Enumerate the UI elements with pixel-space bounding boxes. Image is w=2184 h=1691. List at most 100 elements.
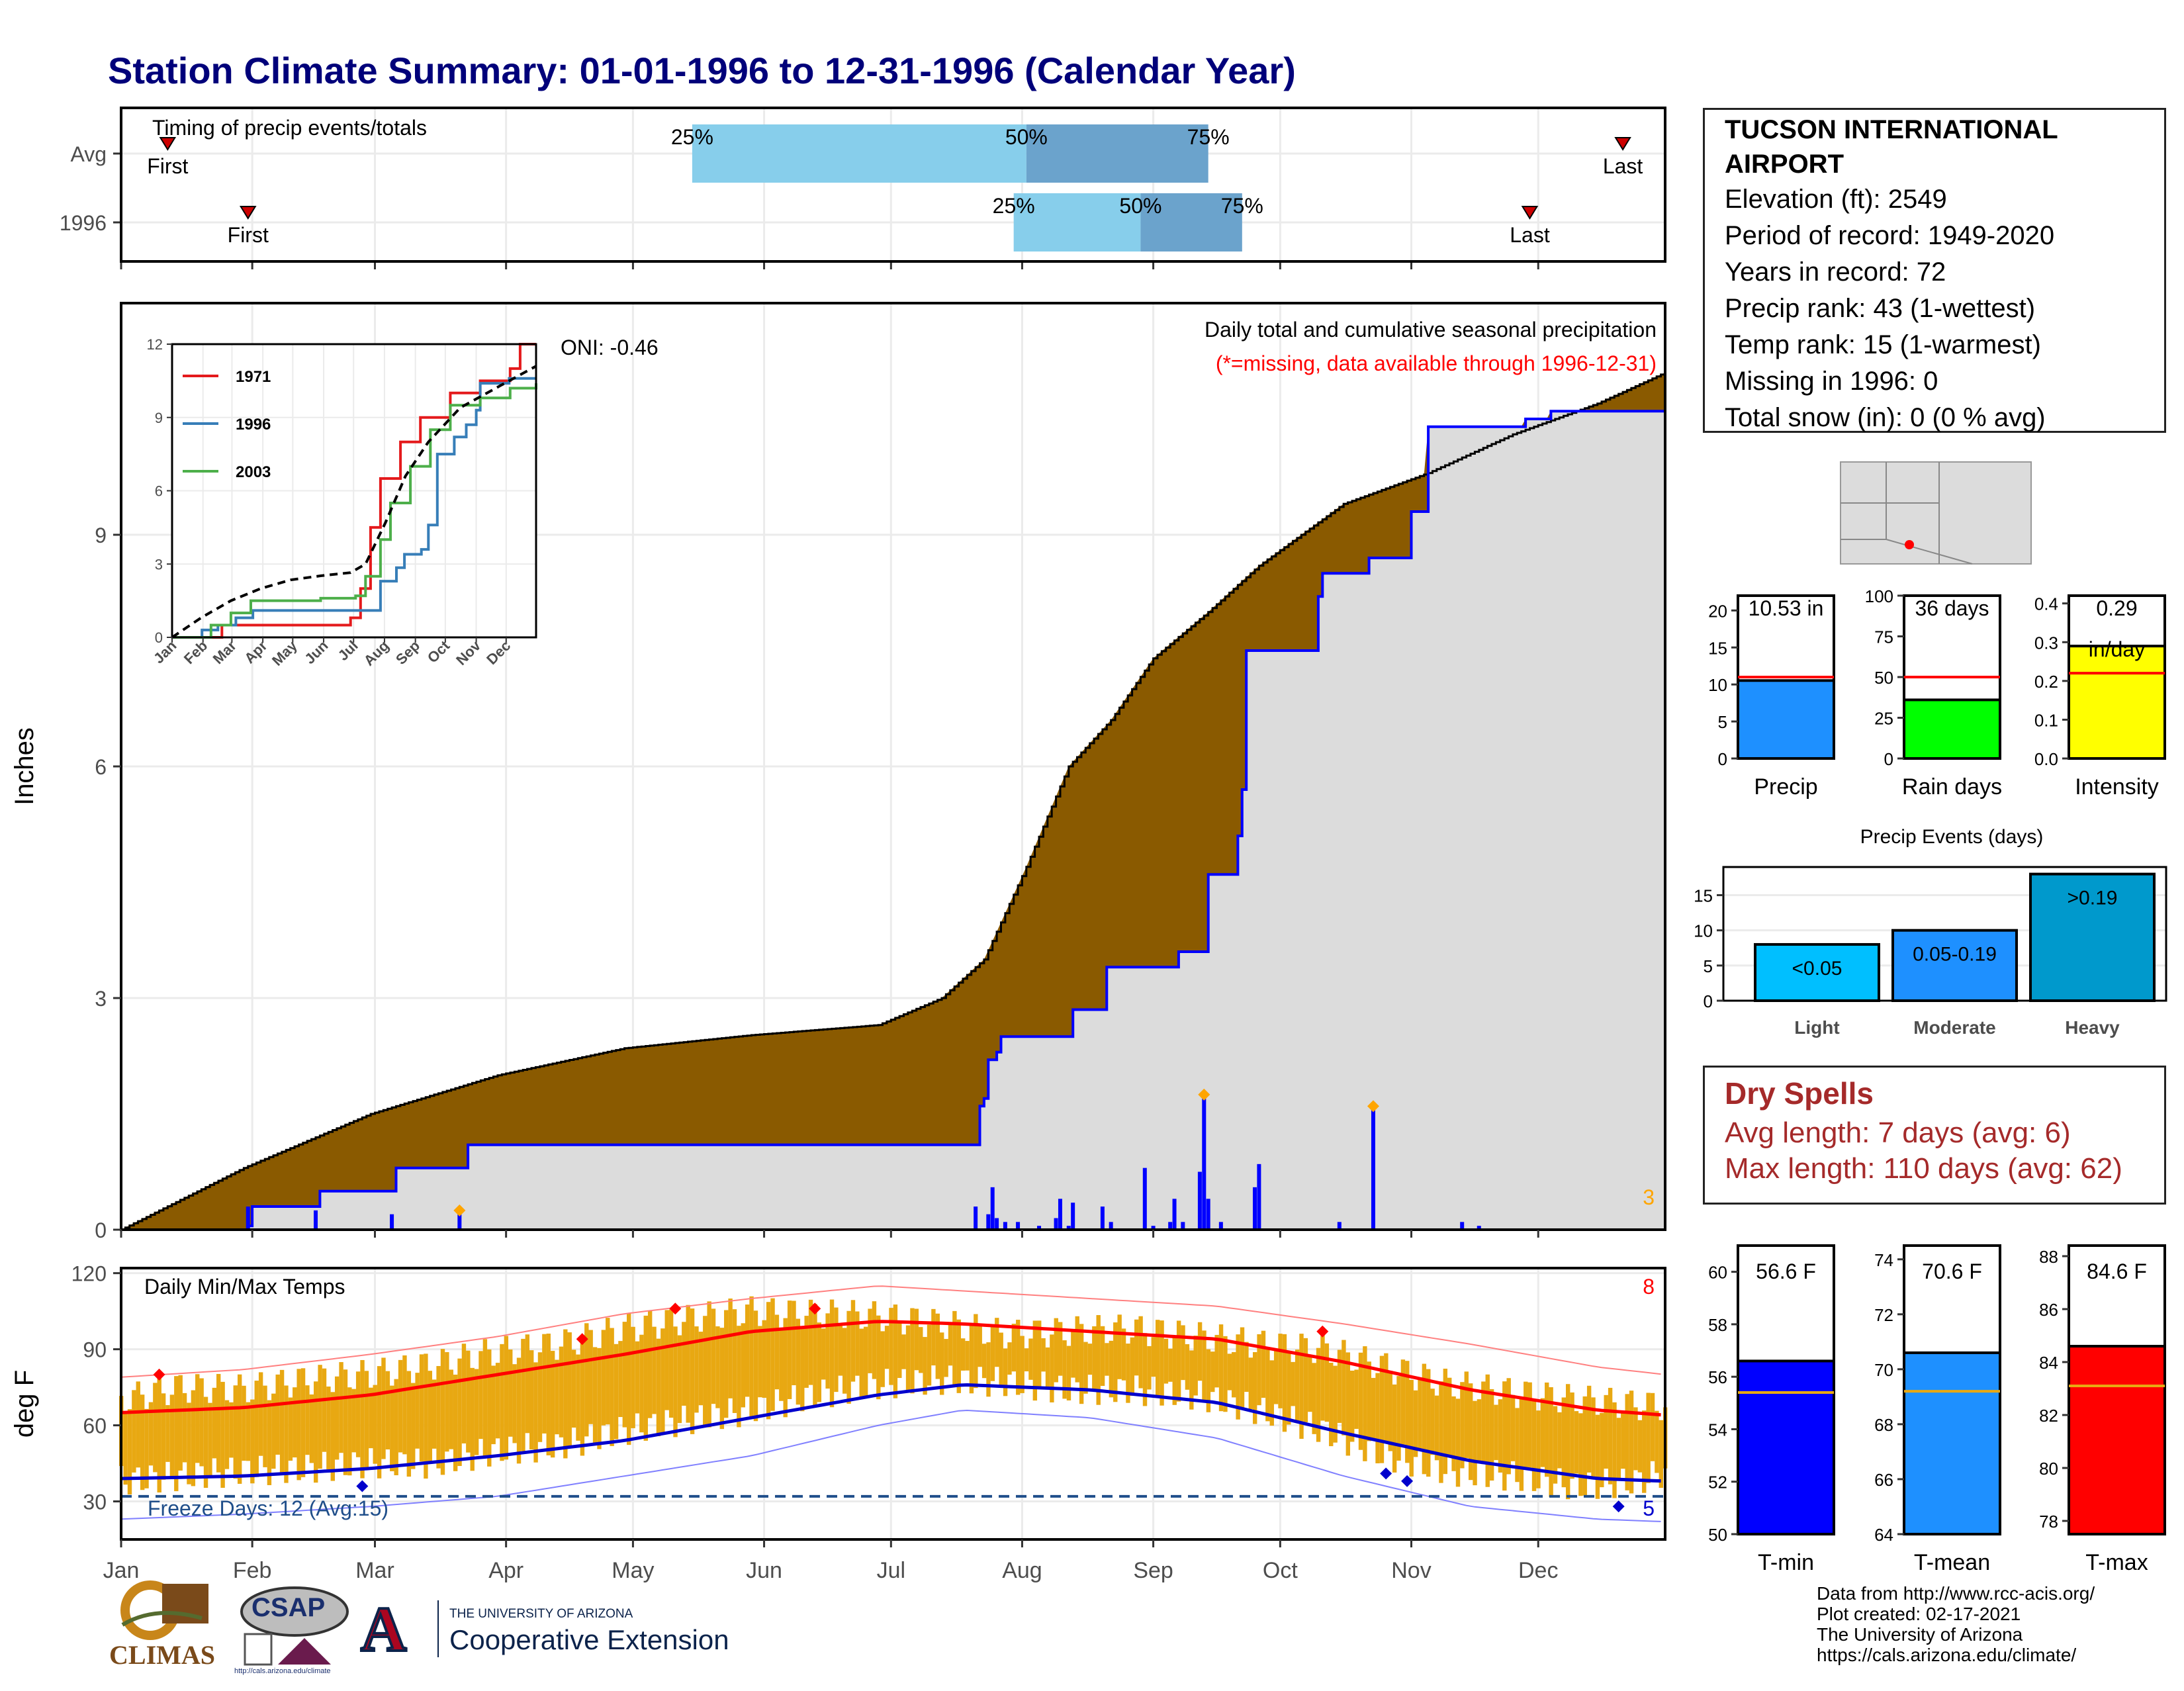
temp-daily-bar	[246, 1402, 251, 1461]
station-period: Period of record: 1949-2020	[1725, 221, 2055, 250]
temp-daily-bar	[1646, 1393, 1651, 1483]
temp-daily-bar	[216, 1373, 221, 1473]
temp-daily-bar	[1621, 1412, 1625, 1469]
intensity-bar	[2068, 645, 2166, 760]
temp-daily-bar	[1071, 1330, 1075, 1378]
station-precip-rank: Precip rank: 43 (1-wettest)	[1725, 294, 2036, 323]
intensity-unit-label: in/day	[2089, 637, 2145, 661]
t-max-y-tick-label: 78	[2039, 1512, 2058, 1531]
temp-daily-bar	[1455, 1398, 1461, 1487]
temp-daily-bar	[351, 1389, 356, 1453]
events-bar-moderate	[1891, 929, 2018, 1002]
timing-label-50: 50%	[1005, 125, 1048, 149]
temp-daily-bar	[1185, 1344, 1190, 1390]
inset-legend-label: 2003	[236, 463, 271, 481]
temp-daily-bar	[1586, 1385, 1592, 1473]
temp-daily-bar	[512, 1364, 517, 1443]
temp-daily-bar	[1595, 1414, 1600, 1499]
temp-daily-bar	[275, 1374, 280, 1455]
temp-daily-bar	[293, 1387, 297, 1458]
temp-daily-bar	[1519, 1398, 1524, 1491]
temp-daily-bar	[187, 1402, 191, 1485]
temp-daily-bar	[1003, 1348, 1008, 1396]
temp-daily-bar	[1531, 1400, 1537, 1491]
temp-daily-bar	[318, 1365, 322, 1469]
precip-daily-bar	[1168, 1222, 1173, 1230]
precip-daily-bar	[986, 1214, 991, 1230]
t-max-value-label: 84.6 F	[2087, 1259, 2147, 1283]
precip-avg-cumulative-line	[121, 373, 1666, 1231]
temp-daily-bar	[1193, 1336, 1198, 1396]
timing-label-25: 25%	[671, 125, 713, 149]
temp-daily-bar	[203, 1396, 208, 1488]
temp-daily-bar	[347, 1387, 352, 1476]
temp-daily-bar	[559, 1346, 564, 1438]
temp-daily-bar	[1333, 1365, 1338, 1443]
temp-daily-bar	[614, 1344, 619, 1440]
temp-daily-bar	[144, 1408, 149, 1488]
temp-daily-bar	[521, 1338, 525, 1451]
temp-daily-bar	[482, 1339, 488, 1457]
temp-daily-bar	[1524, 1381, 1528, 1470]
inset-legend-label: 1971	[236, 368, 271, 386]
temp-daily-bar	[800, 1328, 805, 1412]
temp-daily-bar	[1308, 1357, 1312, 1412]
temp-daily-bar	[1502, 1381, 1507, 1491]
temp-daily-bar	[525, 1334, 530, 1434]
timing-last-marker-icon	[1614, 137, 1631, 151]
temp-record-low-marker-icon	[1401, 1475, 1414, 1487]
temp-daily-bar	[1054, 1318, 1058, 1383]
precip-daily-bar	[1172, 1199, 1177, 1230]
precip-total-y-tick-label: 20	[1708, 601, 1727, 621]
precip-total-y-tick-label: 10	[1708, 675, 1727, 695]
ua-divider	[437, 1600, 439, 1657]
timing-bar-50-75	[1026, 124, 1208, 183]
precip-daily-bar	[1477, 1226, 1481, 1230]
ua-cooperative-extension-logo: A THE UNIVERSITY OF ARIZONA Cooperative …	[359, 1592, 745, 1668]
temp-daily-bar	[1477, 1399, 1482, 1463]
temp-daily-bar	[419, 1354, 424, 1462]
temp-daily-bar	[1155, 1320, 1160, 1398]
station-missing: Missing in 1996: 0	[1725, 367, 1938, 396]
rain-days-y-tick-label: 100	[1865, 586, 1893, 606]
temp-daily-bar	[1468, 1383, 1473, 1481]
temp-daily-bar	[1418, 1379, 1422, 1451]
precip-missing-marker-icon	[1198, 1088, 1210, 1101]
temp-daily-bar	[242, 1385, 246, 1461]
temp-daily-bar	[314, 1381, 318, 1483]
temp-daily-bar	[369, 1387, 373, 1449]
temp-daily-bar	[229, 1402, 234, 1458]
precip-y-tick-label: 3	[95, 987, 107, 1011]
temp-daily-bar	[719, 1328, 725, 1430]
temp-x-tick-label: Jan	[103, 1558, 140, 1583]
precip-daily-bar	[1206, 1199, 1210, 1230]
temp-daily-bar	[703, 1316, 707, 1428]
temp-normal-min-line	[120, 1383, 1661, 1483]
precip-daily-bar	[1252, 1187, 1257, 1230]
timing-row-label: Avg	[70, 142, 107, 166]
station-snow: Total snow (in): 0 (0 % avg)	[1725, 403, 2046, 432]
t-mean-y-tick-label: 72	[1874, 1305, 1893, 1325]
temp-x-tick-label: Apr	[488, 1558, 523, 1583]
temp-daily-bar	[745, 1304, 750, 1397]
temp-daily-bar	[385, 1371, 390, 1450]
temp-daily-bar	[1473, 1400, 1477, 1486]
precip-daily-bar	[1181, 1222, 1185, 1230]
temp-daily-bar	[377, 1366, 382, 1479]
precip-total-y-tick-label: 0	[1718, 749, 1727, 769]
temp-daily-bar	[1498, 1399, 1503, 1473]
temp-daily-bar	[1236, 1334, 1240, 1420]
temp-daily-bar	[931, 1308, 936, 1366]
temp-daily-bar	[905, 1325, 911, 1391]
dry-spells-avg: Avg length: 7 days (avg: 6)	[1725, 1117, 2071, 1149]
temp-daily-bar	[749, 1296, 754, 1418]
temp-daily-bar	[1227, 1353, 1232, 1391]
timing-label-last: Last	[1510, 223, 1550, 247]
temp-daily-bar	[440, 1349, 445, 1475]
temp-daily-bar	[343, 1369, 348, 1475]
events-title: Precip Events (days)	[1860, 826, 2044, 848]
temp-daily-bar	[1655, 1410, 1659, 1473]
temp-record-min-line	[120, 1409, 1661, 1522]
temp-daily-bar	[829, 1299, 835, 1408]
t-max-y-tick-label: 80	[2039, 1459, 2058, 1479]
